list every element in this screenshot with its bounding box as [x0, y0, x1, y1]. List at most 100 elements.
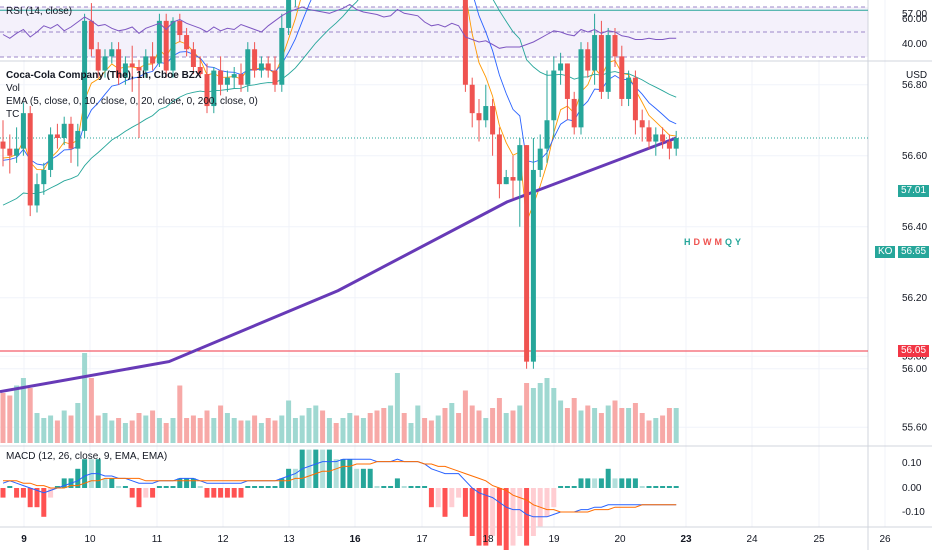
volume-bar — [34, 413, 40, 443]
macd-pane — [0, 449, 679, 550]
volume-bar — [218, 405, 224, 443]
macd-histogram-bar — [211, 488, 217, 498]
volume-bar — [666, 408, 672, 443]
volume-bar — [537, 383, 543, 443]
price-tick-label: 56.40 — [902, 222, 927, 233]
volume-bars — [0, 353, 679, 443]
macd-histogram-bar — [272, 486, 278, 488]
macd-histogram-bar — [551, 488, 557, 508]
macd-histogram-bar — [524, 488, 530, 546]
macd-histogram-bar — [585, 478, 591, 488]
volume-bar — [231, 418, 237, 443]
macd-histogram-bar — [218, 488, 224, 498]
candle-body — [41, 169, 47, 185]
candle-body — [469, 84, 475, 114]
indicator-ema-label: EMA (5, close, 0, 10, close, 0, 20, clos… — [6, 96, 258, 107]
candle-body — [245, 49, 251, 85]
macd-histogram-bar — [558, 486, 564, 488]
macd-histogram-bar — [265, 486, 271, 488]
price-tick-label: 55.60 — [902, 422, 927, 433]
macd-histogram-bar — [143, 488, 149, 498]
macd-histogram-bar — [48, 488, 54, 498]
rsi-title: RSI (14, close) — [6, 6, 73, 17]
candle-body — [537, 148, 543, 170]
macd-histogram-bar — [612, 478, 618, 488]
macd-histogram-bar — [449, 488, 455, 508]
volume-bar — [449, 403, 455, 443]
candle-body — [61, 123, 67, 138]
tc-label-y: Y — [735, 237, 742, 247]
macd-histogram-bar — [333, 459, 339, 488]
macd-histogram-bar — [673, 486, 679, 488]
symbol-title: Coca-Cola Company (The), 1h, Cboe BZX — [6, 70, 202, 81]
candle-body — [592, 35, 598, 71]
macd-histogram-bar — [286, 468, 292, 488]
macd-histogram-bar — [61, 478, 67, 488]
macd-histogram-bar — [408, 486, 414, 488]
tc-label-d: D — [693, 237, 701, 247]
candle-body — [75, 130, 81, 149]
candle-body — [462, 0, 468, 85]
candle-body — [197, 67, 203, 75]
candle-body — [503, 177, 509, 185]
tc-label-q: Q — [725, 237, 733, 247]
macd-histogram-bar — [619, 478, 625, 488]
volume-bar — [496, 398, 502, 443]
support-price-tag: 56.05 — [898, 345, 930, 357]
macd-histogram-bar — [238, 488, 244, 498]
volume-bar — [442, 408, 448, 443]
tc-label-w: W — [703, 237, 712, 247]
candle-body — [170, 20, 176, 71]
volume-bar — [109, 420, 115, 443]
macd-histogram-bar — [401, 486, 407, 488]
ticker-badge[interactable]: KO — [875, 246, 896, 258]
candle-body — [605, 35, 611, 92]
volume-bar — [503, 413, 509, 443]
price-tick-label: 56.20 — [902, 293, 927, 304]
rsi-tick-label: 40.00 — [902, 39, 927, 50]
macd-histogram-bar — [435, 488, 441, 508]
candle-body — [102, 56, 108, 71]
price-tick-label: 57.00 — [902, 9, 927, 20]
macd-histogram-bar — [0, 488, 6, 498]
macd-histogram-bar — [20, 488, 26, 498]
volume-bar — [143, 415, 149, 443]
indicator-vol-label: Vol — [6, 83, 20, 94]
resistance-price-tag: 57.01 — [898, 185, 930, 197]
volume-bar — [54, 420, 60, 443]
macd-histogram-bar — [34, 488, 40, 508]
volume-bar — [320, 410, 326, 443]
macd-histogram-bar — [388, 486, 394, 488]
volume-bar — [279, 415, 285, 443]
candle-body — [177, 20, 183, 36]
candle-body — [619, 56, 625, 99]
volume-bar — [238, 420, 244, 443]
volume-bar — [116, 418, 122, 443]
macd-histogram-bar — [381, 486, 387, 488]
macd-tick-label: -0.10 — [902, 507, 925, 518]
candle-body — [476, 113, 482, 121]
candle-body — [279, 27, 285, 85]
macd-histogram-bar — [109, 478, 115, 488]
volume-bar — [88, 378, 94, 443]
macd-histogram-bar — [258, 486, 264, 488]
volume-bar — [510, 410, 516, 443]
candle-body — [510, 177, 516, 181]
candle-body — [184, 35, 190, 50]
candle-body — [238, 74, 244, 85]
volume-bar — [612, 400, 618, 443]
macd-histogram-bar — [490, 488, 496, 536]
macd-histogram-bar — [116, 486, 122, 488]
macd-histogram-bar — [136, 488, 142, 508]
volume-bar — [360, 418, 366, 443]
volume-bar — [564, 408, 570, 443]
candle-body — [109, 49, 115, 57]
volume-bar — [524, 383, 530, 443]
candle-body — [530, 169, 536, 362]
volume-bar — [68, 415, 74, 443]
volume-bar — [190, 415, 196, 443]
macd-histogram-bar — [170, 486, 176, 488]
currency-label: USD — [906, 70, 928, 81]
